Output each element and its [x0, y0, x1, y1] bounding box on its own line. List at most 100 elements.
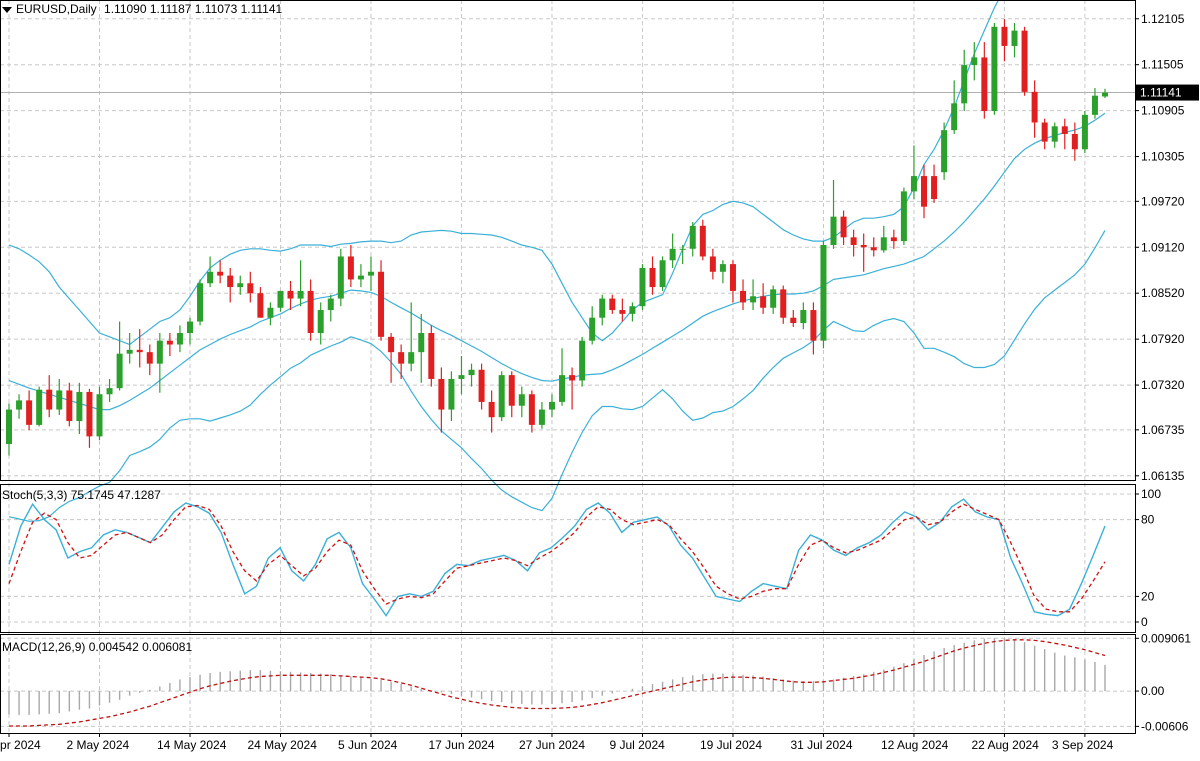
candle-bull — [599, 298, 606, 318]
candle-bull — [418, 333, 425, 353]
candle-bear — [46, 389, 53, 410]
candle-bull — [458, 375, 465, 379]
candle-bull — [76, 391, 83, 422]
candle-bull — [116, 353, 123, 389]
candle-bull — [6, 409, 12, 445]
grid — [0, 0, 1135, 733]
stoch-signal-line — [8, 503, 1106, 613]
candle-bull — [1091, 95, 1098, 115]
candle-bull — [36, 389, 43, 425]
candle-bull — [277, 290, 284, 308]
candle-bull — [900, 191, 907, 242]
candle-bear — [649, 267, 656, 288]
candle-bear — [609, 298, 616, 311]
bollinger-middle-line — [8, 112, 1106, 411]
candle-bear — [760, 296, 767, 308]
candle-bear — [709, 256, 716, 272]
candle-bear — [136, 349, 143, 353]
stoch-axis-label: 20 — [1141, 589, 1155, 603]
dropdown-triangle-icon[interactable] — [2, 6, 12, 13]
candle-bull — [186, 321, 193, 334]
macd-axis-label: -0.00606 — [1141, 719, 1189, 733]
candle-bull — [669, 248, 676, 261]
candle-bear — [1061, 126, 1068, 134]
panel-frame — [0, 634, 1136, 734]
candle-bear — [1031, 91, 1038, 123]
candle-bear — [388, 336, 395, 353]
symbol-timeframe: EURUSD,Daily — [16, 2, 97, 16]
date-axis-label: 22 Aug 2024 — [971, 738, 1039, 752]
candle-bear — [860, 244, 867, 248]
current-price-label: 1.11141 — [1140, 86, 1182, 100]
candle-bull — [750, 296, 757, 303]
candle-bull — [820, 244, 827, 341]
candle-bear — [398, 352, 405, 364]
candle-bull — [951, 103, 958, 131]
date-axis-label: 2 May 2024 — [66, 738, 129, 752]
candle-bull — [941, 130, 948, 173]
candle-bull — [1081, 114, 1088, 150]
candle-bear — [438, 378, 445, 410]
candle-bull — [337, 256, 344, 299]
candle-bear — [66, 390, 73, 422]
candle-bull — [267, 307, 274, 318]
candle-bear — [488, 401, 495, 418]
date-axis-label: 3 Sep 2024 — [1052, 738, 1114, 752]
bollinger-lower-line — [8, 230, 1106, 522]
date-axis-label: 17 Jun 2024 — [428, 738, 494, 752]
candle-bear — [740, 290, 747, 303]
macd-axis-label: 0.00 — [1141, 684, 1165, 698]
candle-bear — [840, 216, 847, 238]
candle-bull — [106, 388, 113, 395]
candle-bull — [719, 264, 726, 272]
candle-bull — [16, 400, 23, 410]
candle-bull — [971, 57, 978, 66]
stoch-header: Stoch(5,3,3) 75.1745 47.1287 — [2, 488, 161, 502]
candle-bull — [910, 176, 917, 192]
panel-frames — [0, 0, 1136, 734]
candle-bear — [428, 333, 435, 379]
macd-axis-label: 0.009061 — [1141, 631, 1191, 645]
candle-bull — [317, 310, 324, 334]
candle-bear — [227, 275, 234, 288]
candle-bull — [156, 340, 163, 364]
candle-bear — [528, 394, 535, 425]
candle-bull — [207, 271, 214, 284]
price-axis-label: 1.09120 — [1141, 240, 1185, 254]
candle-bull — [357, 275, 364, 280]
candle-bear — [86, 391, 93, 437]
price-axis-label: 1.10305 — [1141, 150, 1185, 164]
candlesticks — [6, 19, 1108, 456]
price-axis-label: 1.07920 — [1141, 332, 1185, 346]
current-price-box — [1136, 84, 1199, 101]
candle-bear — [810, 310, 817, 341]
price-axis-label: 1.12105 — [1141, 12, 1185, 26]
candle-bear — [921, 176, 928, 207]
price-axis-label: 1.10905 — [1141, 104, 1185, 118]
price-axis-label: 1.08520 — [1141, 286, 1185, 300]
candle-bull — [1011, 30, 1018, 46]
candle-bear — [890, 237, 897, 242]
candle-bull — [327, 298, 334, 311]
candle-bull — [830, 216, 837, 245]
candle-bull — [1102, 92, 1108, 97]
price-axis-label: 1.07320 — [1141, 378, 1185, 392]
stochastic-lines — [8, 498, 1106, 617]
date-axis-label: 19 Jul 2024 — [700, 738, 762, 752]
candle-bull — [800, 310, 807, 324]
candle-bull — [518, 394, 525, 406]
candle-bear — [217, 271, 224, 276]
candle-bear — [850, 237, 857, 245]
axes: 1.12105 1.11505 1.10905 1.10305 1.09720 1.091… — [0, 12, 1199, 752]
candle-bear — [508, 375, 515, 406]
candle-bull — [96, 394, 103, 437]
candle-bear — [257, 293, 264, 318]
date-axis-label: 14 May 2024 — [157, 738, 227, 752]
date-axis-label: 24 May 2024 — [247, 738, 317, 752]
candle-bull — [629, 306, 636, 314]
candle-bear — [790, 317, 797, 324]
candle-bear — [619, 310, 626, 314]
candle-bull — [538, 409, 545, 425]
candle-bear — [780, 289, 787, 318]
